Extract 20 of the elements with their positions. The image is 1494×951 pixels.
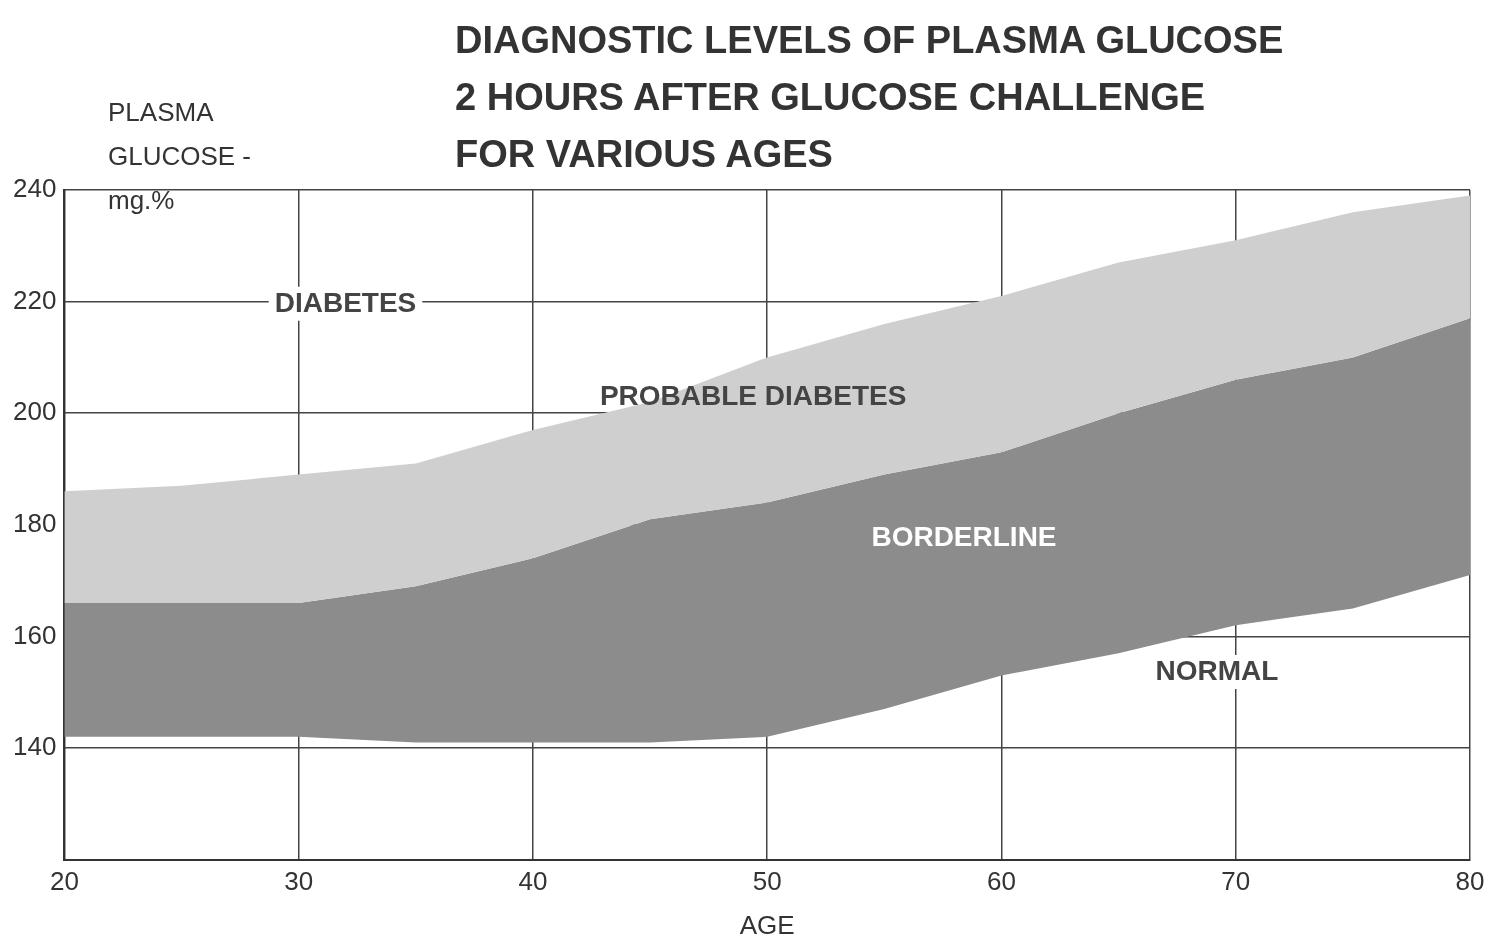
x-tick-label: 30	[284, 866, 314, 897]
annotation: PROBABLE DIABETES	[599, 380, 907, 412]
x-tick-label: 40	[518, 866, 548, 897]
y-axis-title: PLASMA GLUCOSE - mg.%	[108, 96, 253, 217]
x-tick-label: 60	[987, 866, 1016, 897]
chart-title: DIAGNOSTIC LEVELS OF PLASMA GLUCOSE 2 HOURS AFTER GLUCOSE CHALLENGE FOR VARIOUS AGES	[455, 18, 1285, 177]
x-axis-title: AGE	[739, 909, 795, 940]
annotation: BORDERLINE	[871, 520, 1057, 552]
y-tick-label: 140	[12, 731, 57, 762]
x-tick-label: 50	[752, 866, 782, 897]
y-tick-label: 220	[12, 284, 57, 315]
x-tick-label: 20	[49, 866, 79, 897]
x-tick-label: 80	[1455, 866, 1485, 897]
x-tick-label: 70	[1221, 866, 1251, 897]
y-tick-label: 240	[12, 173, 57, 204]
y-tick-label: 160	[12, 619, 57, 650]
annotation: NORMAL	[1155, 654, 1279, 686]
y-tick-label: 200	[12, 396, 57, 427]
y-tick-label: 180	[12, 507, 57, 538]
annotation: DIABETES	[274, 286, 417, 318]
